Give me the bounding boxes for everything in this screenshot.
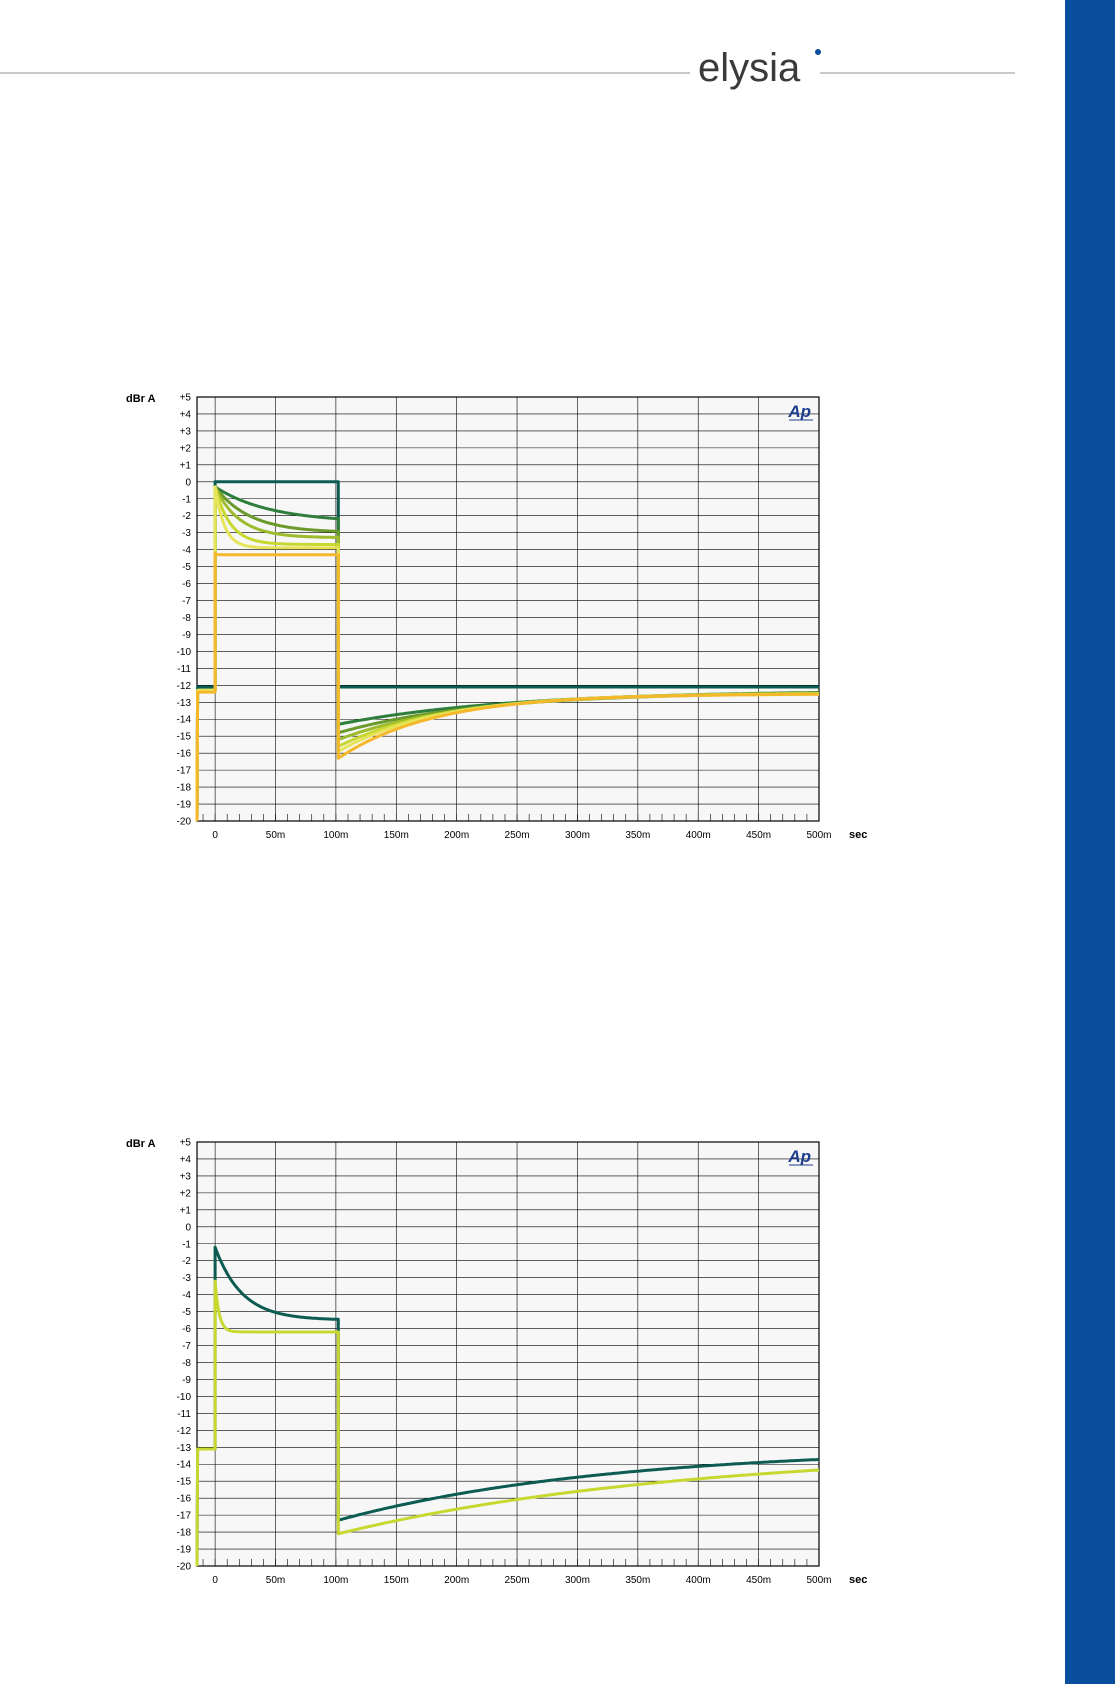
y-tick-label: +2 bbox=[180, 443, 192, 454]
y-tick-label: 0 bbox=[185, 477, 191, 488]
y-tick-label: -12 bbox=[177, 1426, 192, 1437]
x-tick-label: 350m bbox=[625, 830, 650, 841]
x-tick-label: 100m bbox=[323, 1575, 348, 1586]
y-tick-label: +3 bbox=[180, 1171, 192, 1182]
x-tick-label: 50m bbox=[266, 830, 285, 841]
y-tick-label: +5 bbox=[180, 393, 192, 404]
chart-2: +5 +4 +3 +2 +1 0 -1 -2 -3 -4 -5 -6 -7 -8 -9 -10 -11 -12 -1… bbox=[0, 1125, 1065, 1595]
x-tick-label: 250m bbox=[505, 830, 530, 841]
y-tick-label: -15 bbox=[177, 732, 192, 743]
plot-area bbox=[196, 396, 820, 822]
plot-area bbox=[196, 1141, 820, 1567]
y-tick-label: -10 bbox=[177, 1392, 192, 1403]
y-tick-label: -18 bbox=[177, 1528, 192, 1539]
y-tick-label: -11 bbox=[177, 664, 191, 675]
brand-logo-dot bbox=[815, 49, 821, 55]
series-line-2 bbox=[195, 1279, 820, 1567]
y-tick-label: -3 bbox=[182, 528, 191, 539]
x-tick-label: 150m bbox=[384, 1575, 409, 1586]
y-tick-label: -4 bbox=[182, 545, 191, 556]
y-tick-label: +1 bbox=[180, 1205, 192, 1216]
y-tick-label: -6 bbox=[182, 1324, 191, 1335]
x-tick-label: 0 bbox=[212, 830, 218, 841]
y-tick-label: -6 bbox=[182, 579, 191, 590]
y-tick-label: +1 bbox=[180, 460, 192, 471]
y-tick-label: +4 bbox=[180, 409, 192, 420]
y-tick-label: +3 bbox=[180, 426, 192, 437]
header-rule-right bbox=[820, 72, 1015, 74]
y-tick-label: -14 bbox=[177, 1460, 192, 1471]
y-tick-label: -5 bbox=[182, 1307, 191, 1318]
y-tick-label: +4 bbox=[180, 1154, 192, 1165]
y-tick-label: -16 bbox=[177, 1494, 192, 1505]
y-tick-label: -17 bbox=[177, 766, 192, 777]
y-tick-label: -10 bbox=[177, 647, 192, 658]
y-tick-label: -2 bbox=[182, 511, 191, 522]
y-tick-label: -14 bbox=[177, 715, 192, 726]
x-tick-label: 400m bbox=[686, 830, 711, 841]
y-tick-label: -18 bbox=[177, 783, 192, 794]
x-tick-label: 400m bbox=[686, 1575, 711, 1586]
x-tick-label: 300m bbox=[565, 830, 590, 841]
y-tick-label: -20 bbox=[177, 1562, 192, 1573]
y-tick-label: -7 bbox=[182, 596, 191, 607]
x-axis-unit: sec bbox=[849, 829, 867, 841]
x-tick-label: 150m bbox=[384, 830, 409, 841]
y-tick-label: 0 bbox=[185, 1222, 191, 1233]
y-tick-label: -19 bbox=[177, 1545, 192, 1556]
y-tick-label: -1 bbox=[182, 494, 191, 505]
y-tick-label: -20 bbox=[177, 817, 192, 828]
y-tick-label: +5 bbox=[180, 1138, 192, 1149]
y-tick-label: -4 bbox=[182, 1290, 191, 1301]
y-axis-label: dBr A bbox=[126, 393, 156, 405]
y-tick-label: -3 bbox=[182, 1273, 191, 1284]
y-tick-label: -8 bbox=[182, 1358, 191, 1369]
x-tick-label: 500m bbox=[806, 830, 831, 841]
chart-1-svg: +5 +4 +3 +2 +1 0 -1 -2 -3 -4 -5 -6 -7 -8 -9 -10 -11 -12 -1… bbox=[126, 393, 867, 842]
x-tick-label: 350m bbox=[625, 1575, 650, 1586]
ap-badge: Ap bbox=[787, 402, 811, 421]
ap-badge: Ap bbox=[787, 1147, 811, 1166]
series-line-1 bbox=[195, 1245, 820, 1567]
chart-1: +5 +4 +3 +2 +1 0 -1 -2 -3 -4 -5 -6 -7 -8 -9 -10 -11 -12 -1… bbox=[0, 380, 1065, 850]
y-tick-label: -13 bbox=[177, 1443, 192, 1454]
y-tick-label: -9 bbox=[182, 1375, 191, 1386]
x-tick-label: 450m bbox=[746, 1575, 771, 1586]
y-tick-label: -19 bbox=[177, 800, 192, 811]
x-tick-label: 200m bbox=[444, 830, 469, 841]
y-tick-label: -13 bbox=[177, 698, 192, 709]
brand-logo: elysia bbox=[698, 46, 801, 90]
x-axis-unit: sec bbox=[849, 1574, 867, 1586]
chart-2-svg: +5 +4 +3 +2 +1 0 -1 -2 -3 -4 -5 -6 -7 -8 -9 -10 -11 -12 -1… bbox=[126, 1138, 867, 1587]
y-tick-label: +2 bbox=[180, 1188, 192, 1199]
y-tick-label: -12 bbox=[177, 681, 192, 692]
series-line-7 bbox=[195, 551, 820, 822]
y-tick-label: -1 bbox=[182, 1239, 191, 1250]
y-axis-label: dBr A bbox=[126, 1138, 156, 1150]
y-tick-label: -9 bbox=[182, 630, 191, 641]
y-tick-label: -7 bbox=[182, 1341, 191, 1352]
y-tick-label: -17 bbox=[177, 1511, 192, 1522]
x-tick-label: 300m bbox=[565, 1575, 590, 1586]
x-tick-label: 100m bbox=[323, 830, 348, 841]
y-tick-label: -16 bbox=[177, 749, 192, 760]
y-tick-label: -8 bbox=[182, 613, 191, 624]
y-tick-label: -5 bbox=[182, 562, 191, 573]
y-tick-label: -2 bbox=[182, 1256, 191, 1267]
x-tick-label: 250m bbox=[505, 1575, 530, 1586]
x-tick-label: 50m bbox=[266, 1575, 285, 1586]
y-tick-label: -11 bbox=[177, 1409, 191, 1420]
x-tick-label: 450m bbox=[746, 830, 771, 841]
x-tick-label: 500m bbox=[806, 1575, 831, 1586]
side-accent-bar bbox=[1065, 0, 1115, 1684]
y-tick-label: -15 bbox=[177, 1477, 192, 1488]
x-tick-label: 0 bbox=[212, 1575, 218, 1586]
x-tick-label: 200m bbox=[444, 1575, 469, 1586]
header-rule-left bbox=[0, 72, 690, 74]
